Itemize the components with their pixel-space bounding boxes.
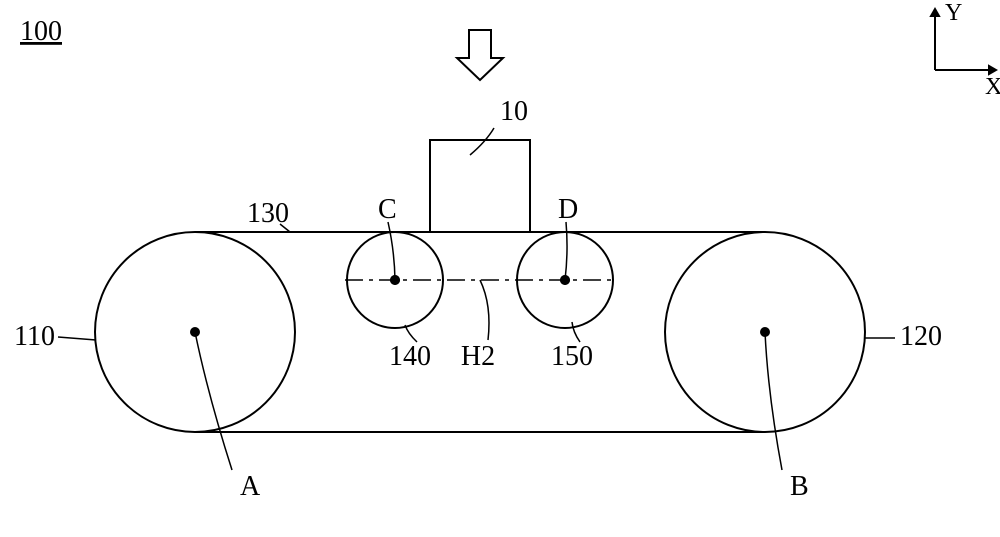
wheel-c-letter: C — [378, 194, 397, 225]
wheel-a-letter: A — [240, 471, 261, 502]
wheel-b-letter-leader — [765, 332, 782, 470]
figure-number: 100 — [20, 16, 62, 47]
label-130: 130 — [247, 198, 289, 229]
mechanism-diagram: 100 Y X 10 110 A 120 B C 140 D 150 H2 130 — [0, 0, 1000, 537]
wheel-b-letter: B — [790, 471, 809, 502]
wheel-d-num: 150 — [551, 341, 593, 372]
block-10-label: 10 — [500, 96, 528, 127]
wheel-c-num-leader — [405, 325, 417, 342]
wheel-c-num: 140 — [389, 341, 431, 372]
wheel-a-letter-leader — [195, 332, 232, 470]
down-arrow-icon — [457, 30, 503, 80]
axis-x-label: X — [985, 74, 1000, 100]
axis-y-label: Y — [945, 0, 962, 26]
axis-y-arrow — [929, 7, 940, 17]
wheel-c-center-top — [390, 275, 400, 285]
label-h2: H2 — [461, 341, 495, 372]
wheel-a-num-leader — [58, 337, 96, 340]
wheel-a-num: 110 — [14, 321, 55, 352]
wheel-d-center-top — [560, 275, 570, 285]
label-h2-leader — [480, 280, 489, 340]
wheel-b-num: 120 — [900, 321, 942, 352]
block-10-leader — [470, 128, 494, 155]
wheel-d-letter: D — [558, 194, 578, 225]
block-10 — [430, 140, 530, 232]
